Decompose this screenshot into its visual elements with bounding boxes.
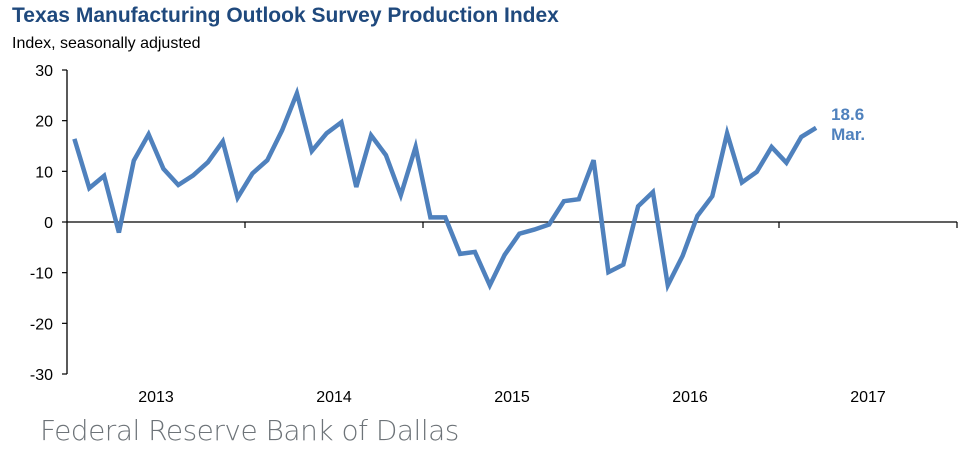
x-axis-ticks: 2013 2014 2015 2016 2017 (138, 222, 958, 406)
y-tick-label: 20 (35, 114, 53, 131)
x-tick-label: 2013 (138, 389, 174, 406)
x-tick-label: 2015 (494, 389, 530, 406)
source-footer: Federal Reserve Bank of Dallas (40, 414, 459, 447)
y-tick-label: -10 (30, 266, 53, 283)
series-line (72, 86, 818, 293)
x-tick-label: 2017 (850, 389, 886, 406)
axes (66, 70, 957, 374)
y-tick-label: 30 (35, 63, 53, 80)
x-tick-label: 2014 (316, 389, 352, 406)
y-tick-label: -30 (30, 367, 53, 384)
last-period-label: Mar. (831, 125, 865, 144)
y-tick-label: -20 (30, 316, 53, 333)
y-axis-label: Index, seasonally adjusted (12, 35, 201, 52)
x-tick-label: 2016 (672, 389, 708, 406)
last-value-label: 18.6 (831, 105, 864, 124)
y-tick-label: 10 (35, 164, 53, 181)
y-axis-ticks: 30 20 10 0 -10 -20 -30 (30, 63, 67, 384)
y-tick-label: 0 (44, 215, 53, 232)
series-group (72, 86, 818, 293)
chart-title: Texas Manufacturing Outlook Survey Produ… (12, 4, 559, 27)
